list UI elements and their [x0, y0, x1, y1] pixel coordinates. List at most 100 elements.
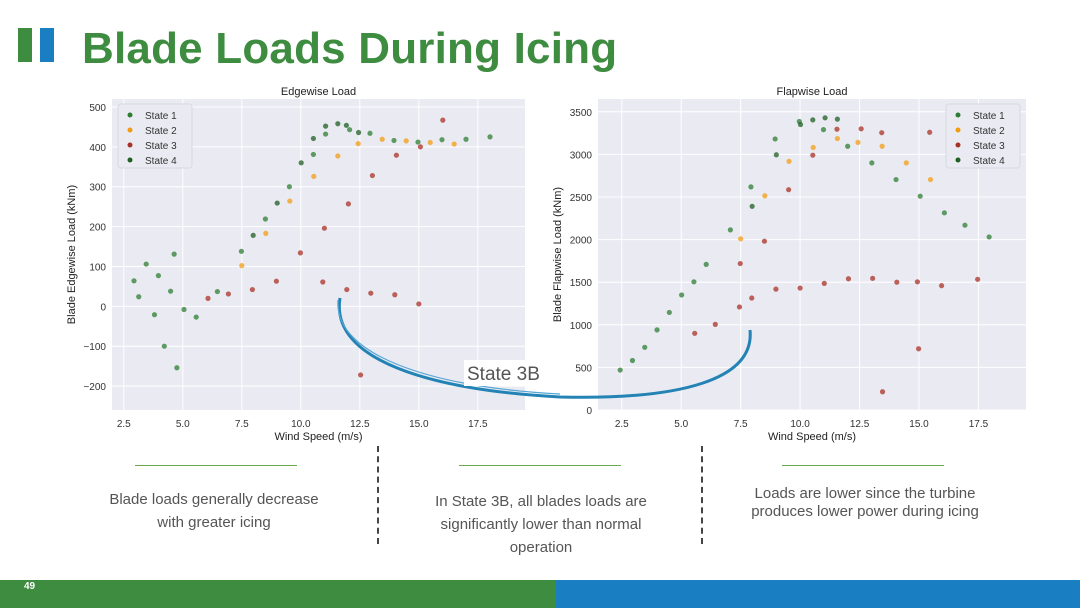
- flapwise-point-state-2: [810, 144, 816, 151]
- flapwise-point-state-1: [845, 143, 851, 149]
- edgewise-point-state-1: [323, 131, 329, 137]
- flapwise-y-tick-label: 1000: [570, 321, 593, 332]
- flapwise-point-state-1: [654, 327, 660, 333]
- flapwise-point-state-3: [879, 130, 885, 136]
- caption-lower-power: Loads are lower since the turbine produc…: [751, 485, 979, 520]
- flapwise-point-state-2: [879, 143, 885, 149]
- edgewise-point-state-4: [343, 122, 349, 128]
- flapwise-point-state-4: [834, 116, 840, 122]
- flapwise-y-tick-label: 1500: [570, 278, 593, 289]
- flapwise-legend-label: State 1: [973, 111, 1005, 122]
- edgewise-legend-label: State 2: [145, 126, 177, 137]
- edgewise-point-state-3: [368, 290, 374, 296]
- flapwise-point-state-4: [749, 203, 755, 209]
- caption-icing-trend: Blade loads generally decrease with grea…: [109, 491, 319, 531]
- flapwise-point-state-1: [703, 261, 709, 267]
- edgewise-chart-title: Edgewise Load: [281, 86, 356, 98]
- flapwise-point-state-3: [927, 129, 933, 135]
- edgewise-point-state-3: [320, 279, 326, 285]
- flapwise-point-state-3: [870, 275, 876, 281]
- edgewise-point-state-2: [403, 138, 409, 144]
- flapwise-y-tick-label: 2000: [570, 236, 593, 247]
- edgewise-point-state-3: [393, 152, 399, 158]
- flapwise-point-state-3: [737, 260, 743, 267]
- logo-green-bar: [18, 28, 32, 62]
- flapwise-x-tick-label: 7.5: [734, 419, 748, 430]
- column-separator-1: [377, 446, 379, 544]
- edgewise-legend-marker: [127, 157, 133, 163]
- edgewise-x-tick-label: 12.5: [350, 419, 370, 430]
- flapwise-point-state-1: [679, 292, 685, 298]
- flapwise-point-state-2: [855, 139, 861, 146]
- slide-title: Blade Loads During Icing: [82, 24, 618, 73]
- edgewise-legend-marker: [127, 127, 133, 133]
- edgewise-point-state-1: [131, 278, 137, 284]
- flapwise-legend-box: [945, 103, 1021, 169]
- flapwise-point-state-3: [712, 321, 718, 327]
- state-3b-arc: [337, 297, 752, 399]
- edgewise-x-tick-label: 2.5: [117, 419, 131, 430]
- edgewise-point-state-4: [323, 123, 329, 129]
- flapwise-point-state-3: [773, 286, 779, 292]
- edgewise-y-tick-label: −100: [83, 342, 106, 353]
- edgewise-y-tick-label: 200: [89, 223, 106, 234]
- flapwise-point-state-2: [903, 160, 909, 166]
- flapwise-point-state-1: [629, 357, 636, 364]
- flapwise-point-state-1: [962, 222, 968, 228]
- edgewise-point-state-3: [249, 286, 255, 293]
- edgewise-point-state-3: [440, 117, 446, 123]
- edgewise-point-state-1: [391, 137, 397, 144]
- flapwise-point-state-3: [975, 276, 981, 282]
- caption-state-3b: In State 3B, all blades loads are signif…: [435, 493, 647, 556]
- edgewise-point-state-3: [417, 144, 423, 150]
- edgewise-point-state-1: [238, 248, 244, 254]
- edgewise-point-state-2: [263, 230, 269, 236]
- edgewise-point-state-1: [161, 343, 167, 349]
- edgewise-point-state-2: [379, 136, 385, 142]
- flapwise-point-state-3: [858, 126, 864, 132]
- edgewise-load-chart: 2.5 5.0 7.5 10.0 12.5 15.0 17.5 500 400 300 200 100…: [66, 86, 525, 443]
- flapwise-point-state-1: [748, 184, 754, 190]
- edgewise-point-state-2: [355, 141, 361, 147]
- flapwise-legend-marker: [955, 127, 961, 133]
- edgewise-point-state-3: [297, 250, 303, 256]
- flapwise-point-state-3: [749, 295, 755, 301]
- edgewise-y-tick-label: 500: [89, 103, 106, 114]
- edgewise-point-state-1: [367, 130, 373, 136]
- flapwise-point-state-2: [762, 193, 768, 199]
- flapwise-y-axis-label: Blade Flapwise Load (kNm): [552, 187, 564, 322]
- edgewise-point-state-3: [273, 278, 279, 284]
- flapwise-point-state-2: [738, 236, 744, 242]
- flapwise-point-state-3: [797, 285, 803, 291]
- edgewise-point-state-1: [439, 137, 445, 143]
- flapwise-legend-label: State 4: [973, 156, 1005, 167]
- flapwise-point-state-2: [927, 176, 934, 183]
- edgewise-point-state-3: [321, 225, 327, 231]
- edgewise-point-state-2: [427, 139, 433, 146]
- state-3b-arc-highlight: [337, 299, 561, 395]
- column-separator-2: [701, 446, 703, 544]
- flapwise-point-state-4: [810, 117, 816, 123]
- edgewise-point-state-1: [168, 288, 174, 294]
- edgewise-point-state-2: [239, 263, 245, 269]
- footer-blue-band: [556, 580, 1080, 608]
- flapwise-load-chart: 2.5 5.0 7.5 10.0 12.5 15.0 17.5 3500 3000 2500 200…: [552, 86, 1026, 443]
- flapwise-y-tick-label: 3000: [570, 150, 593, 161]
- flapwise-y-tick-label: 500: [575, 363, 592, 374]
- flapwise-y-tick-label: 3500: [570, 108, 593, 119]
- logo-blue-bar: [40, 28, 54, 62]
- edgewise-point-state-3: [205, 295, 211, 301]
- edgewise-y-tick-label: 0: [100, 302, 106, 313]
- edgewise-point-state-2: [451, 141, 457, 147]
- flapwise-point-state-1: [820, 127, 827, 133]
- edgewise-point-state-2: [287, 198, 293, 204]
- flapwise-point-state-3: [736, 304, 743, 310]
- flapwise-point-state-3: [692, 330, 698, 336]
- flapwise-y-tick-label: 2500: [570, 193, 593, 204]
- edgewise-point-state-1: [193, 314, 199, 320]
- edgewise-y-tick-label: 400: [89, 143, 106, 154]
- edgewise-point-state-1: [181, 306, 187, 313]
- flapwise-point-state-1: [772, 136, 778, 142]
- caption-divider-1: [135, 465, 297, 466]
